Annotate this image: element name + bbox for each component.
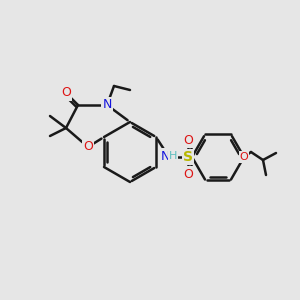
Text: N: N [102, 98, 112, 112]
Text: S: S [183, 150, 193, 164]
Text: O: O [61, 86, 71, 100]
Text: N: N [160, 149, 170, 163]
Text: O: O [183, 167, 193, 181]
Text: O: O [240, 152, 248, 162]
Text: O: O [183, 134, 193, 146]
Text: O: O [83, 140, 93, 154]
Text: H: H [169, 151, 177, 161]
